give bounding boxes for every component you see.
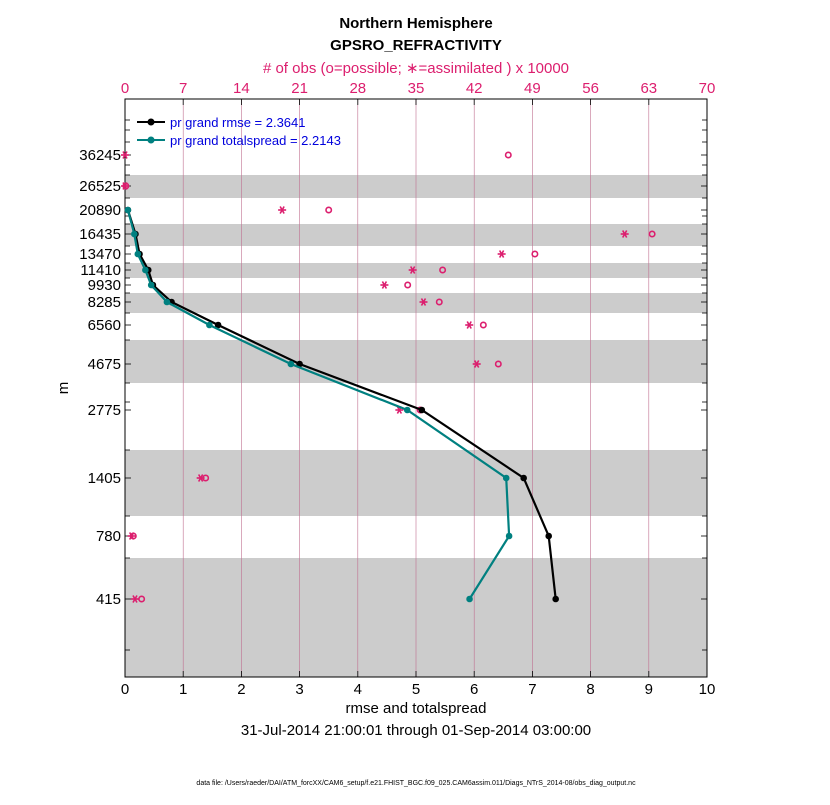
top-tick-label: 49 [524,80,541,97]
obs-assimilated-marker [130,595,139,603]
series-lines [124,206,559,603]
y-tick-label: 9930 [88,277,121,294]
top-tick-label: 63 [640,80,657,97]
rmse-line [126,209,557,600]
footnote: data file: /Users/raeder/DAI/ATM_forcXX/… [196,780,636,787]
legend-label-spread: pr grand totalspread = 2.2143 [170,133,341,148]
x-tick-label: 2 [237,681,245,698]
x-tick-label: 6 [470,681,478,698]
y-tick-label: 20890 [79,202,121,219]
totalspread-line [126,209,511,600]
legend: pr grand rmse = 2.3641 pr grand totalspr… [137,115,341,148]
obs-assimilated-marker [121,182,129,190]
y-tick-label: 26525 [79,178,121,195]
y-tick-label: 36245 [79,147,121,164]
x-axis-label: rmse and totalspread [346,700,487,717]
legend-marker-rmse [147,118,155,126]
obs-possible-marker [648,230,656,238]
legend-marker-spread [147,136,155,144]
obs-possible-marker [404,281,412,289]
totalspread-point [163,298,171,306]
totalspread-point [131,230,138,238]
obs-assimilated-marker [380,281,389,289]
y-tick-label: 11410 [80,262,121,279]
top-ticks: 0 7 14 21 28 35 42 49 56 63 70 [121,80,716,105]
rmse-point [545,532,552,540]
obs-assimilated-marker [465,321,474,329]
totalspread-point [147,281,155,289]
totalspread-point [403,406,411,414]
obs-markers [121,151,656,603]
x-tick-label: 5 [412,681,420,698]
legend-label-rmse: pr grand rmse = 2.3641 [170,115,306,130]
chart-subtitle: GPSRO_REFRACTIVITY [330,37,502,54]
top-axis-label: # of obs (o=possible; ∗=assimilated ) x … [263,60,569,77]
top-tick-label: 28 [349,80,366,97]
vertical-grid [182,99,650,677]
obs-possible-marker [531,250,539,258]
totalspread-point [134,250,142,258]
top-tick-label: 14 [233,80,250,97]
totalspread-point [287,360,295,368]
top-tick-label: 7 [179,80,187,97]
chart-title: Northern Hemisphere [339,15,492,32]
y-tick-label: 1405 [88,470,121,487]
totalspread-point [206,321,213,329]
x-tick-label: 1 [179,681,187,698]
rmse-point [520,474,527,482]
top-tick-label: 56 [582,80,599,97]
y-tick-label: 780 [96,528,121,545]
rmse-point [214,321,222,329]
x-tick-label: 10 [699,681,716,698]
x-tick-label: 9 [645,681,653,698]
y-tick-label: 2775 [88,402,121,419]
obs-possible-marker [504,151,512,159]
obs-assimilated-marker [419,298,428,306]
obs-assimilated-marker [127,532,136,540]
obs-possible-marker [494,360,502,368]
top-tick-label: 0 [121,80,129,97]
x-tick-label: 7 [528,681,536,698]
top-tick-label: 21 [291,80,308,97]
y-tick-label: 13470 [79,246,121,263]
x-tick-label: 0 [121,681,129,698]
obs-possible-marker [479,321,487,329]
totalspread-point [505,532,513,540]
x-ticks: 0 1 2 3 4 5 6 7 8 9 10 [121,671,716,698]
obs-assimilated-marker [497,250,506,258]
totalspread-point [142,266,149,274]
top-tick-label: 70 [699,80,716,97]
obs-assimilated-marker [278,206,287,214]
obs-possible-marker [439,266,447,274]
y-axis-label: m [55,382,72,395]
obs-assimilated-marker [196,474,205,482]
totalspread-point [466,595,473,603]
obs-possible-marker [325,206,333,214]
obs-assimilated-marker [472,360,481,368]
obs-possible-marker [435,298,443,306]
top-tick-label: 42 [466,80,483,97]
y-tick-label: 8285 [88,294,121,311]
y-tick-label: 6560 [88,317,121,334]
rmse-point [418,406,426,414]
y-tick-label: 16435 [79,226,121,243]
obs-assimilated-marker [408,266,417,274]
date-range: 31-Jul-2014 21:00:01 through 01-Sep-2014… [241,722,591,739]
x-tick-label: 8 [586,681,594,698]
y-tick-label: 4675 [88,356,121,373]
obs-assimilated-marker [620,230,629,238]
y-tick-label: 415 [96,591,121,608]
totalspread-point [124,206,132,214]
obs-assimilated-marker [121,151,129,159]
rmse-point [552,595,559,603]
x-tick-label: 3 [295,681,303,698]
x-tick-label: 4 [354,681,362,698]
top-tick-label: 35 [408,80,425,97]
totalspread-point [502,474,510,482]
